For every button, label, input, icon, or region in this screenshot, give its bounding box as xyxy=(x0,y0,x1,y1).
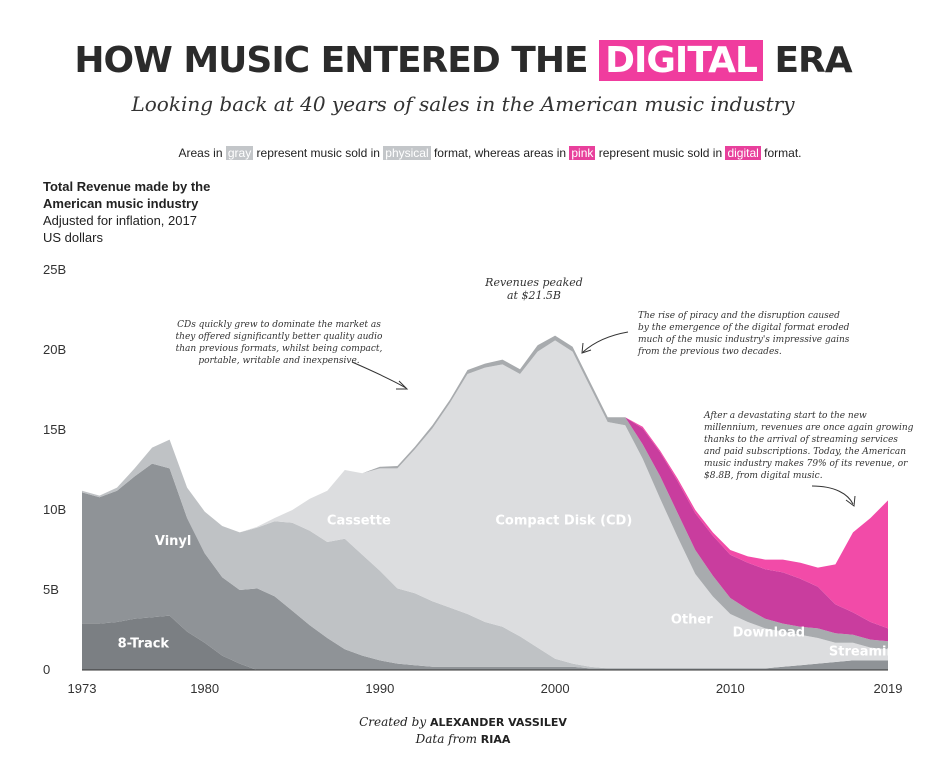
annotation-line: $8.8B, from digital music. xyxy=(704,471,823,481)
area-labels: Streaming Download Other Compact Disk (CD) C… xyxy=(118,513,905,659)
x-tick-label: 1973 xyxy=(68,681,97,696)
cd-arrow xyxy=(351,361,407,389)
title-highlight: DIGITAL xyxy=(599,40,763,81)
y-axis-ticks: 0 5B 10B 15B 20B 25B xyxy=(43,262,66,677)
area-label: Compact Disk (CD) xyxy=(495,513,632,528)
area-compact-disk-cd xyxy=(82,340,888,669)
y-tick-label: 5B xyxy=(43,582,59,597)
piracy-arrowhead xyxy=(581,342,592,354)
annotation-line: The rise of piracy and the disruption ca… xyxy=(638,311,840,321)
area-cassette xyxy=(82,439,888,669)
x-tick-label: 1990 xyxy=(365,681,394,696)
area-download xyxy=(82,335,888,642)
annotation-line: at $21.5B xyxy=(507,289,561,302)
cd-arrowhead xyxy=(396,380,409,390)
area-label: Other xyxy=(671,613,713,628)
annotation-line: music industry makes 79% of its revenue,… xyxy=(704,459,908,469)
legend-digital: digital xyxy=(725,146,761,160)
x-tick-label: 2010 xyxy=(716,681,745,696)
y-axis-title: Total Revenue made by the American music… xyxy=(43,179,211,245)
annotation-line: by the emergence of the digital format e… xyxy=(638,323,850,333)
area-layers xyxy=(82,335,888,670)
legend-gray: gray xyxy=(225,146,254,160)
author-name: ALEXANDER VASSILEV xyxy=(429,716,567,729)
x-tick-label: 1980 xyxy=(190,681,219,696)
annotation-line: Revenues peaked xyxy=(484,276,583,289)
x-axis-ticks: 1973 1980 1990 2000 2010 2019 xyxy=(68,681,903,696)
page-subtitle: Looking back at 40 years of sales in the… xyxy=(131,92,795,116)
annotation-line: millennium, revenues are once again grow… xyxy=(704,423,914,433)
annotation-line: After a devastating start to the new xyxy=(703,411,867,421)
annotation-line: much of the music industry's impressive … xyxy=(638,335,850,345)
x-tick-label: 2000 xyxy=(541,681,570,696)
y-tick-label: 20B xyxy=(43,342,66,357)
piracy-arrow xyxy=(582,331,629,353)
page-title: HOW MUSIC ENTERED THE DIGITAL ERA xyxy=(74,40,853,81)
annotation-line: they offered significantly better qualit… xyxy=(176,332,383,342)
area-8-track xyxy=(82,615,888,670)
y-tick-label: 0 xyxy=(43,662,50,677)
area-label: 8-Track xyxy=(118,637,170,652)
credits: Created by ALEXANDER VASSILEV Data from … xyxy=(359,715,567,746)
area-label: Vinyl xyxy=(155,534,191,549)
legend-pink: pink xyxy=(569,146,596,160)
annotation-line: thanks to the arrival of streaming servi… xyxy=(704,435,898,445)
y-tick-label: 10B xyxy=(43,502,66,517)
area-label: Streaming xyxy=(829,645,905,660)
y-tick-label: 25B xyxy=(43,262,66,277)
area-vinyl xyxy=(82,463,888,670)
x-tick-label: 2019 xyxy=(874,681,903,696)
annotation-line: CDs quickly grew to dominate the market … xyxy=(177,320,381,330)
legend-physical: physical xyxy=(383,146,431,160)
streaming-arrowhead xyxy=(845,495,856,507)
legend-note: Areas in gray represent music sold in ph… xyxy=(178,146,802,160)
streaming-arrow xyxy=(811,485,854,505)
annotation-line: and paid subscriptions. Today, the Ameri… xyxy=(704,447,906,457)
y-tick-label: 15B xyxy=(43,422,66,437)
area-label: Cassette xyxy=(327,513,391,528)
data-source: RIAA xyxy=(480,733,511,746)
annotation-line: portable, writable and inexpensive. xyxy=(198,356,359,366)
annotation-arrows xyxy=(351,331,856,507)
annotation-line: than previous formats, whilst being comp… xyxy=(176,344,383,354)
area-label: Download xyxy=(733,625,805,640)
annotation-line: from the previous two decades. xyxy=(637,347,782,357)
